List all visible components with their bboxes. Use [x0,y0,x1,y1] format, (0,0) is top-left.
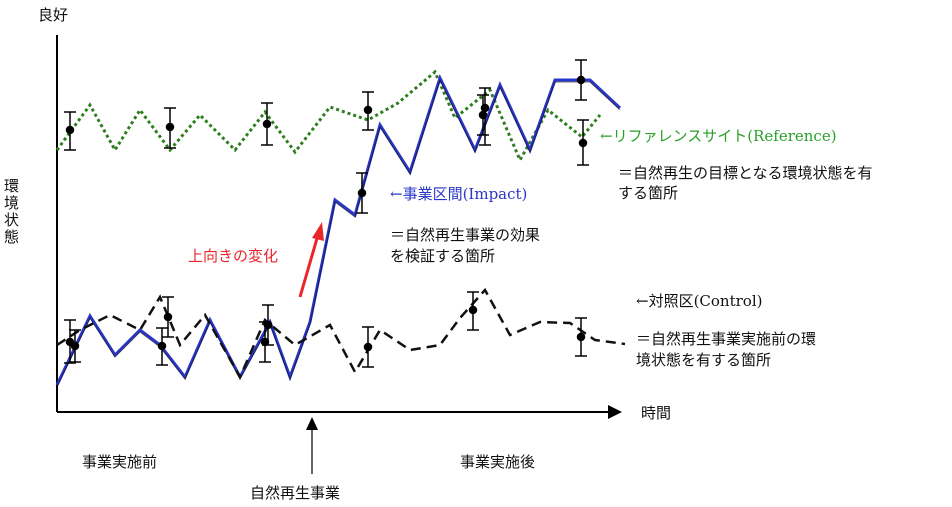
impact-error-bars [69,59,587,366]
event-label: 自然再生事業 [250,484,341,502]
impact-desc-line1: ＝自然再生事業の効果 [390,226,541,244]
reference-desc-line2: する箇所 [618,184,679,202]
impact-line-shadow [56,78,621,388]
upward-change-label: 上向きの変化 [188,247,279,265]
reference-desc-line1: ＝自然再生の目標となる環境状態を有 [618,164,873,182]
x-axis-arrowhead [608,405,622,419]
control-series-label: ←対照区(Control) [636,292,763,310]
y-axis-label: 環境状態 [2,178,20,246]
control-desc-line2: 境状態を有する箇所 [636,351,772,369]
reference-line [55,69,602,164]
x-axis-label: 時間 [641,404,672,422]
period-before-label: 事業実施前 [82,453,158,471]
control-desc-line1: ＝自然再生事業実施前の環 [636,330,817,348]
y-axis-top-label: 良好 [38,6,69,24]
upward-change-arrow-stem [298,234,320,298]
event-arrowhead [306,417,318,430]
upward-change-arrowhead [312,222,324,241]
impact-series-label: ←事業区間(Impact) [390,185,528,203]
control-error-bars [64,291,587,368]
period-after-label: 事業実施後 [460,453,536,471]
control-line [56,287,626,380]
reference-error-bars [64,87,589,166]
impact-desc-line2: を検証する箇所 [390,247,496,265]
reference-series-label: ←リファレンスサイト(Reference) [600,127,837,145]
